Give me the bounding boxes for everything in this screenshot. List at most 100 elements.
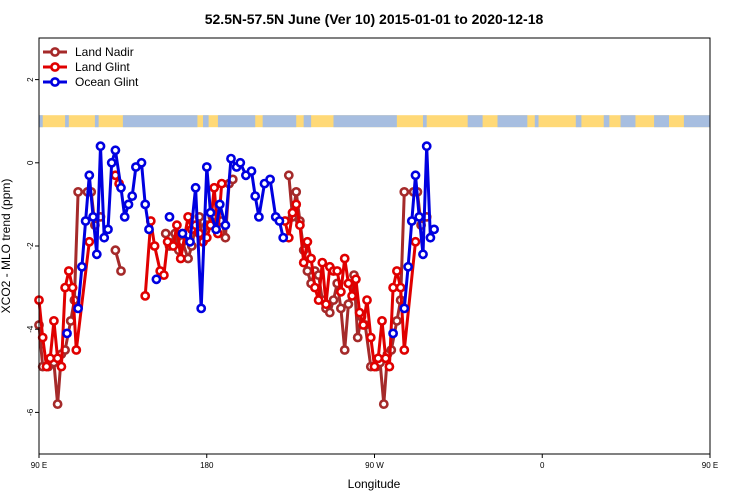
ocean-glint-point bbox=[177, 228, 188, 239]
ocean-glint-point bbox=[110, 145, 121, 156]
ocean-glint-point bbox=[103, 224, 113, 235]
land-glint-point bbox=[339, 253, 350, 264]
ocean-glint-point bbox=[201, 162, 212, 172]
land-nadir-point bbox=[391, 315, 402, 326]
ocean-glint-point bbox=[84, 170, 95, 181]
land-glint-point bbox=[347, 290, 357, 301]
ocean-glint-point bbox=[73, 303, 83, 314]
land-glint-point bbox=[291, 199, 302, 210]
land-nadir-point bbox=[352, 332, 363, 343]
ocean-band bbox=[497, 115, 528, 128]
ocean-band bbox=[122, 115, 198, 128]
ocean-band bbox=[620, 115, 636, 128]
land-nadir-point bbox=[116, 266, 126, 276]
ocean-glint-point bbox=[196, 303, 207, 314]
ocean-glint-point bbox=[116, 182, 126, 193]
land-nadir-point bbox=[328, 295, 339, 305]
land-glint-point bbox=[343, 278, 354, 289]
y-axis-label: XCO2 - MLO trend (ppm) bbox=[0, 179, 13, 314]
y-tick-label: -6 bbox=[26, 408, 35, 416]
ocean-glint-point bbox=[220, 220, 231, 231]
ocean-glint-point bbox=[91, 249, 102, 260]
land-glint-legend-label: Land Glint bbox=[75, 60, 130, 74]
x-axis-label: Longitude bbox=[348, 477, 401, 491]
land-nadir-point bbox=[378, 399, 389, 409]
land-glint-point bbox=[373, 353, 384, 364]
land-glint-point bbox=[183, 211, 193, 222]
land-glint-point bbox=[302, 236, 313, 247]
land-glint-point bbox=[140, 290, 151, 301]
land-nadir-legend-label: Land Nadir bbox=[75, 45, 134, 59]
ocean-band bbox=[303, 115, 312, 128]
ocean-band bbox=[534, 115, 539, 128]
x-tick-label: 90 E bbox=[702, 461, 718, 470]
ocean-glint-point bbox=[265, 174, 275, 185]
y-tick-label: -2 bbox=[26, 242, 35, 250]
land-glint-point bbox=[37, 332, 48, 343]
land-glint-point bbox=[216, 178, 227, 189]
ocean-glint-point bbox=[429, 224, 439, 235]
ocean-glint-point bbox=[406, 216, 417, 226]
land-glint-point bbox=[67, 282, 78, 293]
ocean-glint-point bbox=[185, 236, 195, 247]
ocean-band bbox=[94, 115, 99, 128]
land-glint-point bbox=[171, 220, 182, 231]
ocean-glint-point bbox=[421, 141, 432, 152]
land-nadir-point bbox=[220, 232, 231, 243]
ocean-band bbox=[683, 115, 710, 128]
land-glint-point bbox=[41, 361, 52, 372]
land-glint-point bbox=[317, 257, 328, 268]
land-glint-point bbox=[56, 361, 67, 372]
land-glint-point bbox=[380, 353, 391, 364]
ocean-glint-point bbox=[235, 157, 246, 168]
land-nadir-legend-marker bbox=[50, 47, 60, 57]
ocean-glint-point bbox=[77, 261, 87, 272]
ocean-band bbox=[203, 115, 209, 128]
land-glint-point bbox=[362, 295, 372, 305]
land-glint-point bbox=[332, 266, 343, 276]
ocean-glint-point bbox=[164, 211, 175, 222]
ocean-glint-point bbox=[388, 328, 398, 339]
x-tick-label: 90 W bbox=[365, 461, 384, 470]
y-tick-label: -4 bbox=[26, 325, 35, 333]
ocean-band bbox=[654, 115, 669, 128]
ocean-band bbox=[217, 115, 256, 128]
land-glint-point bbox=[158, 270, 169, 280]
land-glint-point bbox=[369, 361, 380, 372]
land-glint-point bbox=[309, 282, 320, 293]
land-glint-point bbox=[350, 274, 361, 285]
y-tick-label: 0 bbox=[26, 160, 35, 165]
land-glint-point bbox=[52, 353, 63, 364]
ocean-band bbox=[575, 115, 582, 128]
land-nadir-point bbox=[110, 245, 121, 256]
land-glint-point bbox=[358, 320, 369, 330]
land-glint-point bbox=[294, 220, 305, 231]
land-glint-point bbox=[63, 266, 74, 276]
ocean-glint-point bbox=[88, 211, 98, 222]
ocean-glint-point bbox=[205, 207, 216, 218]
land-nadir-point bbox=[160, 228, 171, 239]
land-glint-point bbox=[287, 207, 298, 218]
land-glint-point bbox=[354, 307, 365, 318]
land-glint-point bbox=[149, 241, 160, 251]
land-glint-point bbox=[84, 236, 95, 247]
land-glint-point bbox=[60, 282, 70, 293]
ocean-glint-line bbox=[402, 144, 436, 309]
land-glint-point bbox=[313, 295, 324, 305]
ocean-glint-point bbox=[278, 232, 289, 243]
land-glint-point bbox=[384, 361, 395, 372]
ocean-glint-point bbox=[214, 199, 225, 210]
x-tick-label: 180 bbox=[200, 461, 214, 470]
ocean-glint-point bbox=[274, 216, 285, 226]
chart-title: 52.5N-57.5N June (Ver 10) 2015-01-01 to … bbox=[205, 11, 544, 27]
land-nadir-point bbox=[291, 186, 302, 197]
land-nadir-point bbox=[52, 399, 63, 409]
ocean-glint-point bbox=[414, 211, 425, 222]
land-glint-point bbox=[71, 345, 82, 355]
ocean-glint-point bbox=[62, 328, 72, 339]
land-glint-point bbox=[209, 182, 220, 193]
land-glint-point bbox=[49, 315, 59, 326]
land-ocean-strip bbox=[39, 115, 710, 128]
ocean-band bbox=[65, 115, 69, 128]
x-axis: 90 E 180 90 W 0 90 E bbox=[31, 454, 718, 470]
